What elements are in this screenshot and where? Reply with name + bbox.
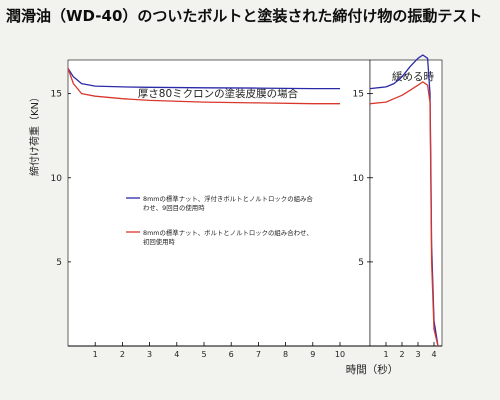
x-tick-label: 6 xyxy=(229,350,234,359)
x-tick-label: 9 xyxy=(310,350,315,359)
series-line-red-panel-right xyxy=(369,81,439,347)
series-lines xyxy=(67,54,439,347)
y-tick-label-mid: 10 xyxy=(353,174,365,184)
legend-label-red-line2: 初回使用時 xyxy=(143,237,176,246)
y-tick-label: 10 xyxy=(51,174,63,184)
legend-label-red-line1: 8mmの標準ナット、ボルトとノルトロックの組み合わせ、 xyxy=(143,228,313,237)
x-tick-label: 1 xyxy=(383,350,388,359)
page-title: 潤滑油（WD-40）のついたボルトと塗装された締付け物の振動テスト xyxy=(6,7,483,25)
x-tick-label: 3 xyxy=(415,350,420,359)
ticks-left: 1 2 3 4 5 6 7 8 9 10 xyxy=(93,342,345,359)
x-axis-label: 時間（秒） xyxy=(346,363,399,376)
x-tick-label: 10 xyxy=(335,350,345,359)
y-axis-label: 締付け荷重（KN） xyxy=(28,92,41,176)
legend-label-blue-line2: わせ、9回目の使用時 xyxy=(143,203,205,212)
y-tick-label: 5 xyxy=(56,258,62,268)
x-tick-label: 7 xyxy=(256,350,261,359)
x-tick-label: 2 xyxy=(120,350,125,359)
y-ticks: 5 5 10 10 15 15 xyxy=(51,90,373,268)
x-tick-label: 2 xyxy=(399,350,404,359)
x-tick-label: 5 xyxy=(201,350,206,359)
x-tick-label: 4 xyxy=(431,350,436,359)
series-line-blue-panel-left xyxy=(67,68,340,90)
panel-annotation-left: 厚さ80ミクロンの塗装皮膜の場合 xyxy=(138,87,299,100)
y-tick-label-mid: 5 xyxy=(358,258,364,268)
x-tick-label: 8 xyxy=(283,350,288,359)
legend: 8mmの標準ナット、浮付きボルトとノルトロックの組み合 わせ、9回目の使用時 8… xyxy=(126,194,313,246)
y-tick-label: 15 xyxy=(51,90,62,100)
y-tick-label-mid: 15 xyxy=(353,90,364,100)
x-tick-label: 1 xyxy=(93,350,98,359)
x-tick-label: 3 xyxy=(147,350,152,359)
x-tick-label: 4 xyxy=(174,350,179,359)
panel-annotation-right: 緩める時 xyxy=(392,70,434,83)
series-line-red-panel-left xyxy=(67,68,340,105)
ticks-right: 1 2 3 4 xyxy=(383,342,437,359)
legend-label-blue-line1: 8mmの標準ナット、浮付きボルトとノルトロックの組み合 xyxy=(143,194,313,203)
